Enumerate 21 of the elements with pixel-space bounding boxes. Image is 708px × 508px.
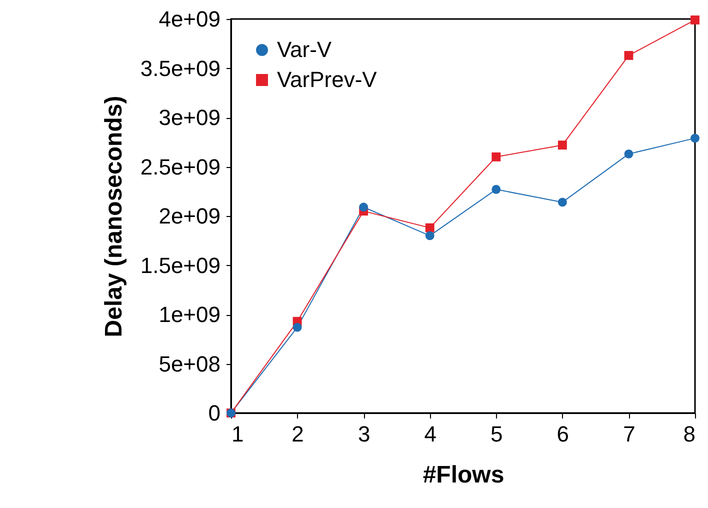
x-tick-label: 6 — [556, 422, 570, 446]
y-tick-label: 3.5e+09 — [140, 56, 220, 81]
y-axis-title: Delay (nanoseconds) — [100, 96, 128, 338]
legend-label: VarPrev-V — [277, 67, 378, 92]
x-tick-label: 4 — [424, 422, 436, 446]
x-tick-label: 2 — [292, 422, 304, 446]
y-tick-label: 2.5e+09 — [140, 154, 220, 180]
x-tick-label: 1 — [232, 422, 244, 446]
y-tick-label: 1e+09 — [158, 302, 220, 327]
legend-label: Var-V — [277, 37, 332, 62]
y-tick-label: 0 — [208, 400, 220, 426]
y-tick-label: 5e+08 — [158, 351, 220, 376]
x-tick-label: 5 — [490, 422, 503, 446]
x-axis-title: #Flows — [422, 462, 504, 488]
y-tick-label: 2e+09 — [158, 204, 220, 228]
x-tick-label: 8 — [683, 422, 696, 446]
x-tick-label: 7 — [623, 422, 636, 446]
y-tick-label: 4e+09 — [158, 6, 220, 32]
y-tick-label: 3e+09 — [158, 105, 220, 130]
x-tick-label: 3 — [358, 422, 370, 446]
y-tick-label: 1.5e+09 — [140, 252, 220, 278]
